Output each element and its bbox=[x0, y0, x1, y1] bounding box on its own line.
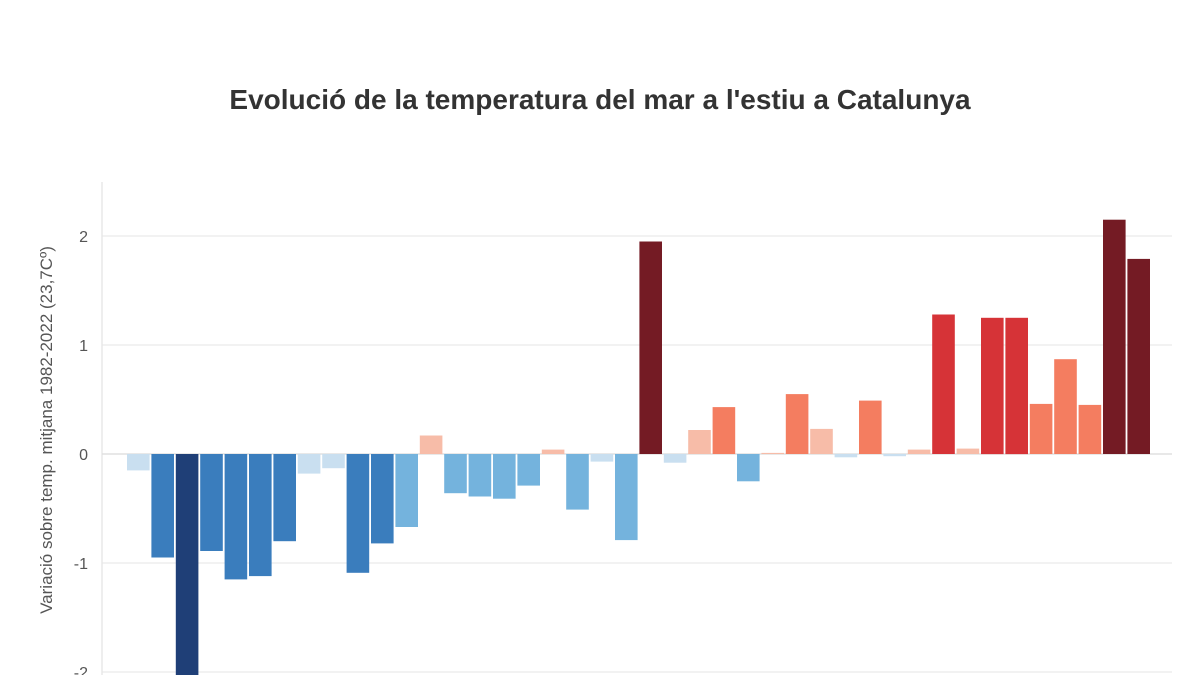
bar bbox=[834, 454, 858, 458]
bar bbox=[981, 317, 1004, 455]
bar bbox=[1127, 258, 1150, 454]
bar bbox=[517, 454, 540, 486]
bar bbox=[810, 428, 833, 454]
bar bbox=[712, 407, 736, 454]
bar bbox=[956, 448, 980, 454]
bar bbox=[737, 454, 760, 482]
bar bbox=[590, 454, 614, 462]
bar bbox=[1078, 404, 1102, 454]
y-tick-label: 0 bbox=[79, 447, 88, 464]
bar bbox=[761, 452, 784, 454]
bar bbox=[688, 430, 711, 454]
y-axis-ticks: -2 -1 0 1 2 bbox=[74, 229, 88, 675]
chart-title: Evolució de la temperatura del mar a l'e… bbox=[229, 84, 971, 115]
bar bbox=[1005, 317, 1028, 455]
bar bbox=[1029, 403, 1053, 454]
bar bbox=[541, 449, 565, 454]
bars bbox=[127, 219, 1150, 675]
y-axis-label: Variació sobre temp. mitjana 1982-2022 (… bbox=[37, 246, 56, 614]
bar bbox=[273, 454, 296, 542]
bar bbox=[395, 454, 418, 527]
bar bbox=[249, 454, 272, 577]
bar bbox=[371, 454, 394, 544]
y-tick-label: -2 bbox=[74, 665, 88, 675]
bar bbox=[175, 454, 199, 675]
bar bbox=[907, 449, 931, 454]
bar bbox=[493, 454, 516, 499]
bar bbox=[297, 454, 321, 474]
bar bbox=[859, 400, 882, 454]
bar bbox=[639, 241, 662, 454]
bar bbox=[322, 454, 345, 469]
bar bbox=[932, 314, 955, 454]
y-tick-label: 2 bbox=[79, 229, 88, 246]
bar bbox=[1103, 219, 1126, 454]
bar bbox=[127, 454, 150, 471]
bar bbox=[468, 454, 492, 497]
bar bbox=[200, 454, 223, 551]
bar bbox=[444, 454, 467, 494]
bar bbox=[346, 454, 370, 573]
bar bbox=[419, 435, 443, 454]
bar bbox=[1054, 359, 1077, 454]
bar bbox=[566, 454, 589, 510]
bar bbox=[663, 454, 687, 463]
bar bbox=[151, 454, 174, 558]
y-tick-label: -1 bbox=[74, 556, 88, 573]
bar bbox=[615, 454, 638, 541]
bar bbox=[883, 454, 906, 457]
bar bbox=[224, 454, 248, 580]
bar bbox=[785, 394, 809, 454]
y-tick-label: 1 bbox=[79, 338, 88, 355]
